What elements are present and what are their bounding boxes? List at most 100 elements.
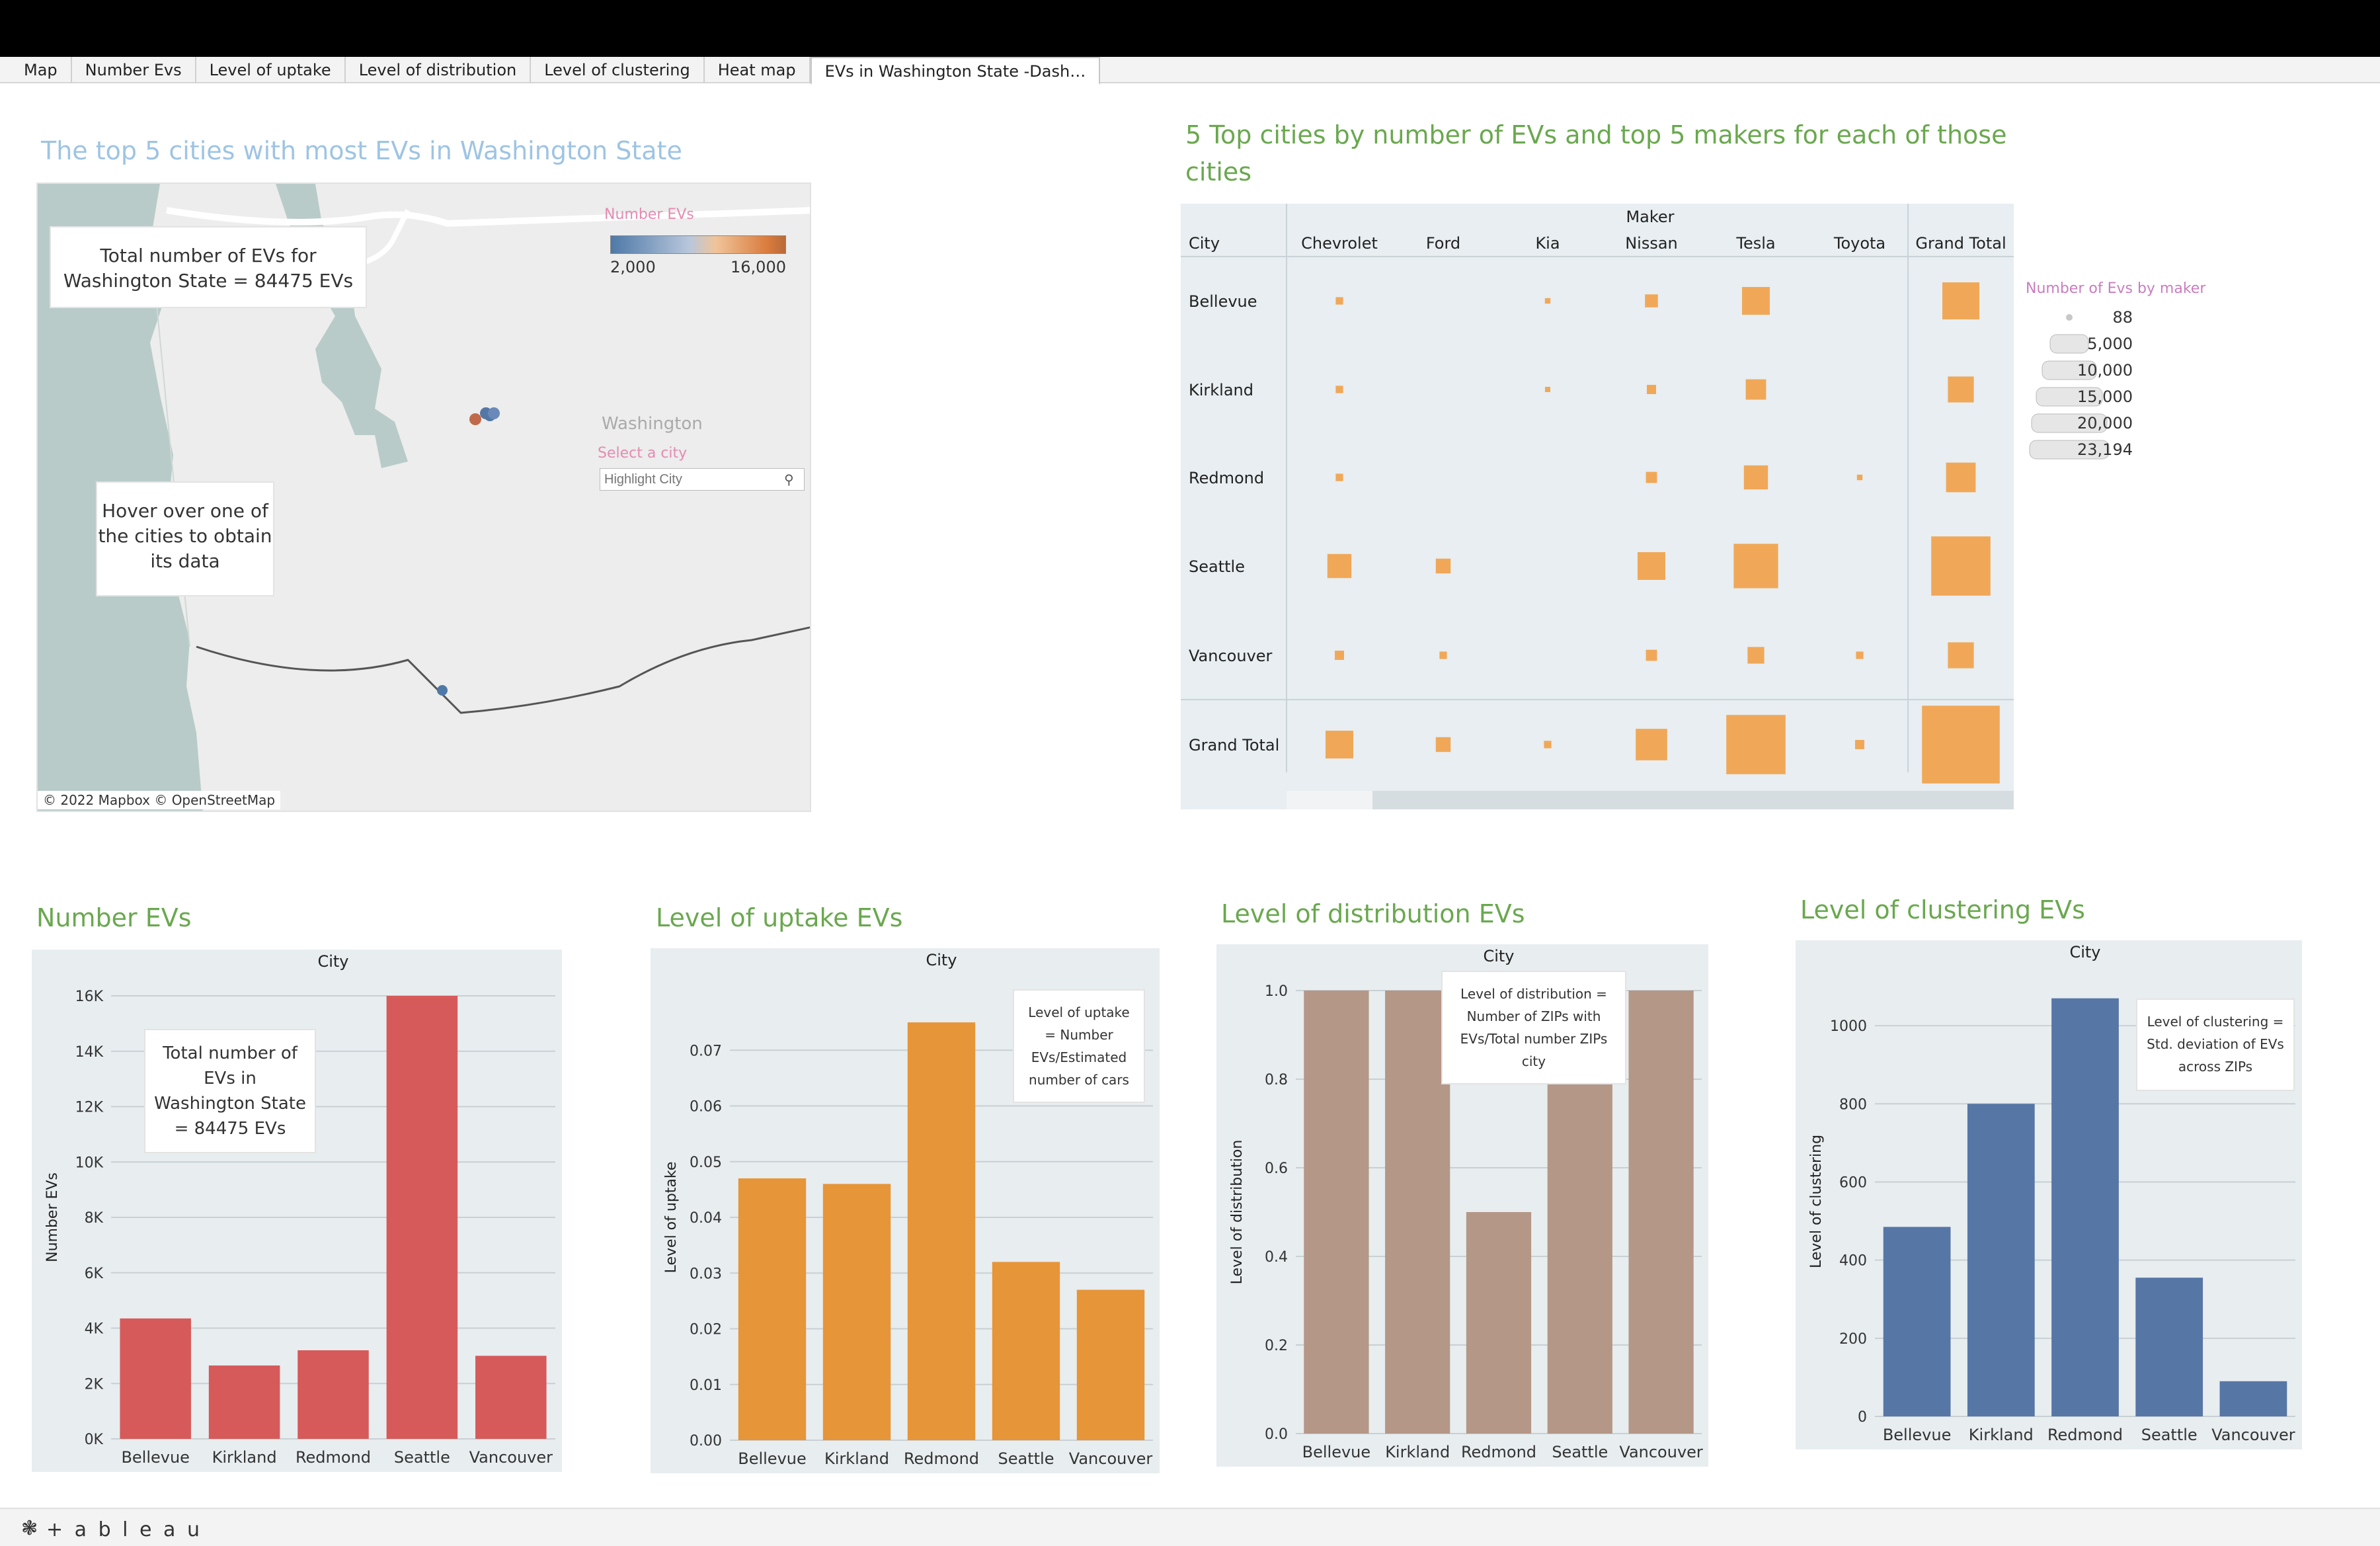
bar-seattle (386, 996, 458, 1439)
level-of-distribution-note: Level of distribution = Number of ZIPs w… (1441, 971, 1626, 1084)
size-legend-swatch (2066, 314, 2073, 321)
matrix-cell-square (1435, 737, 1451, 753)
city-marker-vancouver (437, 685, 448, 696)
level-of-distribution-chart[interactable]: City Level of distribution 0.0 0.2 0.4 0.6 0.8… (1216, 944, 1708, 1467)
city-row-label: Kirkland (1189, 381, 1253, 399)
y-tick-label: 0.04 (690, 1210, 722, 1227)
bar-seattle (2135, 1278, 2203, 1416)
sheet-tab-5[interactable]: Level of clustering (531, 57, 705, 83)
legend-min-label: 2,000 (610, 258, 656, 276)
sheet-tab-6[interactable]: Heat map (705, 57, 811, 83)
footer-bar: ❃ + a b l e a u (0, 1508, 2380, 1546)
chart-column-header: City (317, 952, 348, 971)
y-tick-label: 2K (85, 1376, 104, 1393)
number-evs-svg: City Number EVs 0K 2K 4K 6K 8K 10K 12K 14K 16K Bell… (44, 952, 555, 1467)
matrix-cell-square (1931, 536, 1991, 596)
y-tick-label: 0.07 (690, 1043, 722, 1059)
level-of-clustering-svg: City Level of clustering 0 200 400 600 800 1000… (1808, 943, 2295, 1444)
matrix-cell-square (1646, 471, 1657, 483)
y-tick-label: 16K (75, 989, 104, 1005)
map-view[interactable]: Total number of EVs for Washington State… (36, 183, 811, 812)
size-legend-label: 20,000 (2077, 414, 2133, 432)
bar-kirkland (1967, 1104, 2035, 1416)
y-axis-label: Level of distribution (1229, 1140, 1246, 1285)
matrix-cell-square (1745, 379, 1766, 400)
highlight-city-search[interactable]: ⚲ (600, 468, 805, 491)
level-of-uptake-chart[interactable]: City Level of uptake 0.00 0.01 0.02 0.03 0.04 0… (651, 948, 1160, 1473)
sheet-tab-1[interactable]: Map (11, 57, 72, 83)
sheet-tab-3[interactable]: Level of uptake (196, 57, 346, 83)
size-legend-swatch (2036, 387, 2103, 407)
x-tick-label: Redmond (2047, 1426, 2123, 1444)
matrix-cell-square (1638, 552, 1665, 580)
city-maker-matrix[interactable]: Maker City Chevrolet Ford Kia Nissan Tesla Toyo… (1181, 204, 2014, 809)
matrix-cell-square (1646, 649, 1657, 661)
matrix-cell-square (1636, 729, 1667, 760)
brand-text: + a b l e a u (46, 1518, 202, 1541)
search-icon[interactable]: ⚲ (784, 471, 794, 487)
x-tick-label: Seattle (998, 1449, 1054, 1468)
city-row-label: Bellevue (1189, 292, 1257, 311)
sheet-tab-7[interactable]: EVs in Washington State -Dash… (810, 57, 1101, 85)
city-column-header: City (1189, 234, 1220, 253)
select-city-label: Select a city (598, 445, 688, 462)
sheet-tab-2[interactable]: Number Evs (72, 57, 196, 83)
matrix-cell-square (1855, 740, 1864, 749)
level-of-clustering-chart[interactable]: City Level of clustering 0 200 400 600 800 1000… (1796, 940, 2302, 1449)
size-legend-swatch (2049, 334, 2089, 354)
size-legend-label: 88 (2112, 308, 2133, 327)
y-tick-label: 0.0 (1265, 1426, 1288, 1443)
number-evs-chart[interactable]: City Number EVs 0K 2K 4K 6K 8K 10K 12K 14K 16K Bell… (32, 950, 562, 1472)
matrix-cell-square (1743, 465, 1768, 490)
x-tick-label: Vancouver (469, 1448, 553, 1467)
size-legend-label: 10,000 (2077, 361, 2133, 380)
level-of-uptake-title: Level of uptake EVs (656, 903, 903, 932)
bar-bellevue (120, 1318, 191, 1439)
y-axis-label: Number EVs (44, 1172, 61, 1262)
y-tick-label: 800 (1839, 1096, 1867, 1113)
matrix-cell-square (1645, 294, 1658, 307)
bar-vancouver (1628, 991, 1694, 1434)
bar-bellevue (1883, 1227, 1951, 1416)
y-tick-label: 10K (75, 1155, 104, 1171)
size-legend-swatch (2042, 360, 2097, 380)
size-legend-swatch (2029, 440, 2110, 460)
bar-vancouver (2219, 1381, 2287, 1416)
bar-bellevue (738, 1178, 807, 1440)
y-tick-label: 0.01 (690, 1377, 722, 1394)
bar-kirkland (1385, 991, 1450, 1434)
chart-column-header: City (2069, 943, 2100, 961)
y-tick-label: 0.2 (1265, 1338, 1288, 1354)
matrix-cell-square (1335, 297, 1343, 305)
highlight-city-input[interactable] (600, 471, 784, 487)
window-top-bar (0, 0, 2380, 57)
x-tick-label: Kirkland (1385, 1443, 1450, 1461)
scrollbar-thumb (1287, 791, 1372, 809)
bar-kirkland (208, 1365, 280, 1439)
matrix-cell-square (1439, 651, 1447, 659)
matrix-cell-square (1545, 387, 1550, 392)
x-tick-label: Vancouver (2211, 1426, 2295, 1444)
hover-instructions-card: Hover over one of the cities to obtain i… (96, 481, 274, 596)
y-tick-label: 0.8 (1265, 1072, 1288, 1088)
maker-column-header: Toyota (1833, 234, 1885, 253)
color-legend-bar (610, 235, 786, 254)
sheet-tab-4[interactable]: Level of distribution (346, 57, 532, 83)
matrix-cell-square (1335, 473, 1343, 481)
size-legend-label: 5,000 (2087, 335, 2133, 353)
matrix-cell-square (1856, 474, 1863, 481)
y-tick-label: 0.03 (690, 1266, 722, 1282)
matrix-cell-square (1856, 651, 1864, 659)
matrix-cell-square (1742, 287, 1770, 315)
x-tick-label: Vancouver (1619, 1443, 1703, 1461)
y-tick-label: 12K (75, 1100, 104, 1116)
size-legend-label: 23,194 (2077, 440, 2133, 459)
matrix-cell-square (1335, 386, 1343, 393)
matrix-cell-square (1946, 462, 1976, 493)
y-tick-label: 0K (85, 1432, 104, 1448)
matrix-cell-square (1435, 558, 1451, 574)
state-label: Washington (602, 414, 703, 434)
map-legend-title: Number EVs (604, 206, 694, 223)
x-tick-label: Bellevue (1302, 1443, 1371, 1461)
matrix-cell-square (1326, 731, 1353, 758)
